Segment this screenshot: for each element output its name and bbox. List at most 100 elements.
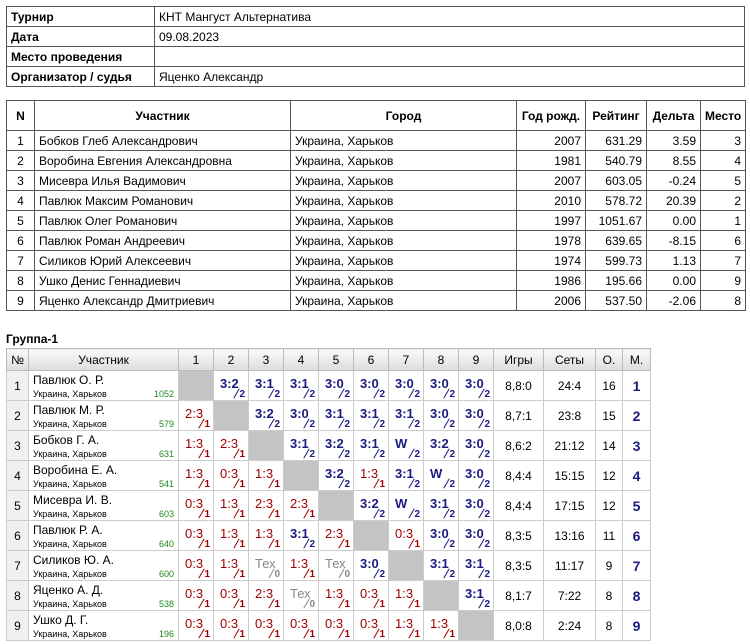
player-rating: 603 [158, 509, 174, 519]
result-cell: 3:0 2 [388, 370, 424, 401]
result-cell: 1:3 1 [423, 610, 459, 641]
match-points: 1 [344, 539, 350, 550]
points: 8 [595, 610, 623, 641]
match-points: 1 [274, 509, 280, 520]
column-header: 3 [248, 348, 284, 371]
group-row: 6 Павлюк Р. А. Украина, Харьков 640 0:3 1 1:3 1… [6, 520, 651, 551]
score: 0:3 [185, 556, 204, 571]
score: 2:3 [325, 526, 344, 541]
row-number: 8 [6, 270, 35, 291]
result-cell: 0:3 1 [353, 610, 389, 641]
score: 1:3 [360, 466, 379, 481]
match-points: 2 [274, 419, 280, 430]
player-cell: Бобков Г. А. Украина, Харьков 631 [28, 430, 179, 461]
games: 8,3:5 [493, 550, 544, 581]
match-points: 1 [204, 419, 210, 430]
result-cell: 3:1 2 [283, 520, 319, 551]
result-cell: 1:3 1 [178, 430, 214, 461]
column-header: Дельта [646, 100, 701, 131]
score: 3:0 [430, 406, 449, 421]
result-cell: 3:1 2 [458, 550, 494, 581]
place: 3 [622, 430, 651, 461]
place: 9 [700, 270, 746, 291]
result-cell: 1:3 1 [178, 460, 214, 491]
match-points: 2 [379, 389, 385, 400]
result-cell: 3:1 2 [423, 490, 459, 521]
sets: 11:17 [543, 550, 596, 581]
column-header: Участник [34, 100, 291, 131]
score: 3:0 [465, 376, 484, 391]
score: 3:1 [465, 586, 484, 601]
player-name: Бобков Г. А. [33, 433, 100, 447]
match-points: 2 [484, 509, 490, 520]
score: 0:3 [185, 616, 204, 631]
column-header: № [6, 348, 29, 371]
result-cell: 2:3 1 [283, 490, 319, 521]
score: 3:0 [325, 376, 344, 391]
place: 8 [622, 580, 651, 611]
score: 0:3 [220, 616, 239, 631]
info-row: Турнир КНТ Мангуст Альтернатива [6, 6, 745, 27]
score: 3:1 [325, 406, 344, 421]
result-cell: 3:1 2 [423, 550, 459, 581]
place: 9 [622, 610, 651, 641]
score: W [395, 496, 408, 511]
delta: -8.15 [646, 230, 701, 251]
result-cell: 0:3 1 [178, 490, 214, 521]
city: Украина, Харьков [290, 170, 517, 191]
result-cell: 3:1 2 [283, 430, 319, 461]
result-cell: Тех 0 [318, 550, 354, 581]
city: Украина, Харьков [290, 210, 517, 231]
row-number: 7 [6, 550, 29, 581]
row-number: 1 [6, 130, 35, 151]
points: 12 [595, 460, 623, 491]
score: 1:3 [290, 556, 309, 571]
result-cell: 3:2 2 [318, 460, 354, 491]
sets: 24:4 [543, 370, 596, 401]
row-number: 5 [6, 490, 29, 521]
match-points: 1 [239, 599, 245, 610]
diagonal-cell [423, 580, 459, 611]
info-value: Яценко Александр [154, 66, 745, 87]
delta: 8.55 [646, 150, 701, 171]
place: 7 [622, 550, 651, 581]
result-cell: 3:0 2 [423, 520, 459, 551]
result-cell: 3:0 2 [458, 460, 494, 491]
match-points: 2 [344, 479, 350, 490]
sets: 17:15 [543, 490, 596, 521]
score: 3:1 [290, 376, 309, 391]
rating: 540.79 [585, 150, 647, 171]
info-row: Дата 09.08.2023 [6, 26, 745, 47]
result-cell: 2:3 1 [213, 430, 249, 461]
birth-year: 1986 [516, 270, 586, 291]
result-cell: 1:3 1 [213, 520, 249, 551]
participant-name: Яценко Александр Дмитриевич [34, 290, 291, 311]
result-cell: 3:1 2 [318, 400, 354, 431]
score: 3:2 [325, 436, 344, 451]
info-label: Место проведения [6, 46, 155, 67]
birth-year: 2010 [516, 190, 586, 211]
info-value: 09.08.2023 [154, 26, 745, 47]
match-points: 1 [379, 479, 385, 490]
match-points: 1 [274, 479, 280, 490]
match-points: 1 [449, 629, 455, 640]
games: 8,6:2 [493, 430, 544, 461]
match-points: 2 [414, 479, 420, 490]
score: 3:0 [465, 406, 484, 421]
player-city: Украина, Харьков [33, 569, 107, 579]
result-cell: 3:0 2 [458, 490, 494, 521]
place: 2 [622, 400, 651, 431]
player-cell: Воробина Е. А. Украина, Харьков 541 [28, 460, 179, 491]
row-number: 3 [6, 170, 35, 191]
column-header: Участник [28, 348, 179, 371]
participant-row: 3 Мисевра Илья Вадимович Украина, Харьков 2… [6, 170, 746, 191]
score: 3:2 [255, 406, 274, 421]
participant-name: Силиков Юрий Алексеевич [34, 250, 291, 271]
result-cell: 3:1 2 [248, 370, 284, 401]
games: 8,7:1 [493, 400, 544, 431]
diagonal-cell [248, 430, 284, 461]
score: 3:1 [465, 556, 484, 571]
result-cell: 0:3 1 [213, 610, 249, 641]
